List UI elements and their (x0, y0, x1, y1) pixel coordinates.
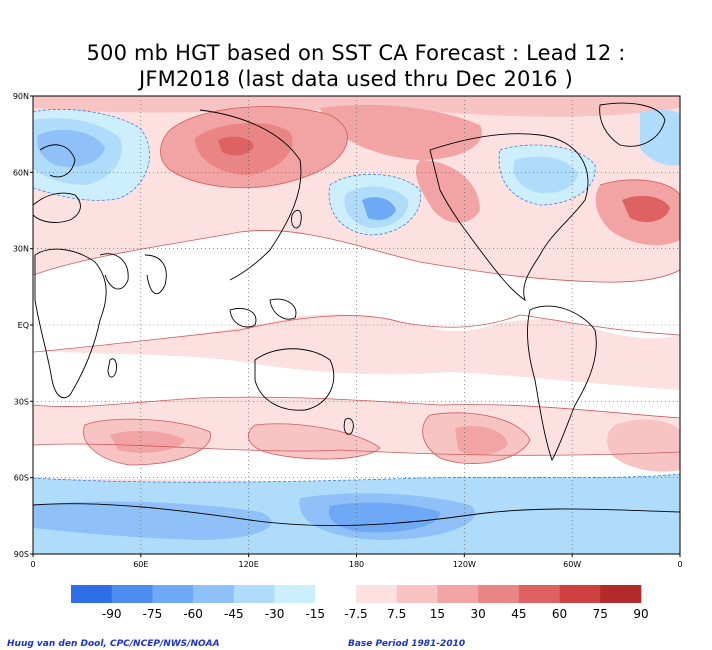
legend-label: -30 (265, 607, 285, 621)
lon-tick-label: 60E (133, 560, 148, 569)
graticule (33, 96, 680, 554)
lon-tick-label: 0 (677, 560, 682, 569)
legend-swatch (152, 585, 194, 603)
legend-label: -15 (305, 607, 325, 621)
lat-tick-label: 30S (14, 397, 29, 406)
legend-label: 15 (430, 607, 445, 621)
contour-lines (33, 106, 680, 466)
lat-tick-label: 60N (13, 168, 29, 177)
pos-region-south-pacific-core (455, 425, 508, 455)
legend-label: -90 (102, 607, 122, 621)
legend-swatch (396, 585, 438, 603)
legend-swatch (315, 585, 357, 603)
lon-tick-label: 120E (239, 560, 259, 569)
legend-label: 45 (511, 607, 526, 621)
neutral-region-tropics (33, 230, 680, 352)
lon-tick-label: 0 (30, 560, 35, 569)
credit-text: Huug van den Dool, CPC/NCEP/NWS/NOAA (7, 639, 220, 649)
pos-region-atlantic-core (622, 195, 670, 223)
legend-swatch (274, 585, 316, 603)
longitude-axis: 0 60E 120E 180 120W 60W 0 (30, 554, 683, 569)
legend-swatch (111, 585, 153, 603)
lon-tick-label: 180 (349, 560, 364, 569)
lat-tick-label: 90N (13, 92, 29, 101)
title-line-2: JFM2018 (last data used thru Dec 2016 ) (139, 67, 573, 91)
legend-swatch (356, 585, 398, 603)
pos-region-south-indian-core (110, 430, 185, 453)
legend-swatch (193, 585, 235, 603)
contour-lines-negative (33, 109, 680, 483)
legend-label: -75 (143, 607, 163, 621)
pos-region-siberia-max (218, 136, 254, 156)
title-line-1: 500 mb HGT based on SST CA Forecast : Le… (86, 41, 626, 65)
lat-tick-label: 90S (14, 550, 29, 559)
lat-tick-label: 30N (13, 245, 29, 254)
base-period-text: Base Period 1981-2010 (348, 639, 466, 649)
neg-region-greenland (640, 109, 680, 166)
legend-swatch (437, 585, 479, 603)
lat-tick-label: EQ (18, 321, 29, 330)
pos-region-south-atlantic (607, 419, 680, 472)
legend-swatch (71, 585, 113, 603)
latitude-axis: 90N 60N 30N EQ 30S 60S 90S (13, 92, 33, 559)
neg-region-north-pacific-core (362, 197, 396, 220)
lon-tick-label: 60W (563, 560, 581, 569)
color-legend: -90 -75 -60 -45 -30 -15 -7.5 7.5 15 30 45 60 75 90 (71, 585, 649, 621)
neutral-region-pacific (416, 284, 520, 331)
neg-region-canada-core (513, 156, 578, 194)
legend-swatch (518, 585, 560, 603)
legend-swatch (559, 585, 601, 603)
legend-label: -60 (183, 607, 203, 621)
lon-tick-label: 120W (453, 560, 476, 569)
pos-region-alaska (415, 160, 480, 223)
legend-swatch (233, 585, 275, 603)
neg-region-europe-core (37, 129, 105, 167)
legend-swatch (600, 585, 642, 603)
lat-tick-label: 60S (14, 474, 29, 483)
legend-swatch (478, 585, 520, 603)
legend-label: 30 (471, 607, 486, 621)
legend-label: 90 (633, 607, 648, 621)
legend-label: 60 (552, 607, 567, 621)
legend-label: 75 (593, 607, 608, 621)
legend-label: 7.5 (387, 607, 406, 621)
coastlines (33, 102, 680, 526)
legend-label: -7.5 (344, 607, 367, 621)
neg-region-antarctic-west (33, 501, 272, 540)
legend-label: -45 (224, 607, 244, 621)
